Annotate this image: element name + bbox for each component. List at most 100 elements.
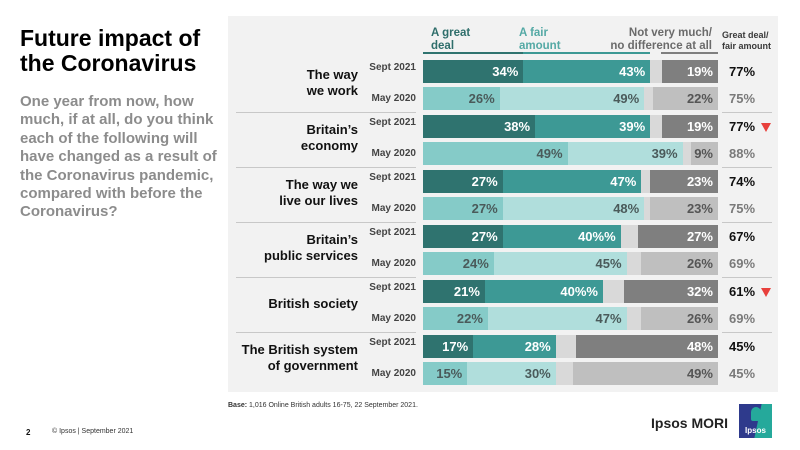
legend-not-line2: no difference at all [610,40,712,52]
data-label: 40%% [578,229,616,244]
data-label: 15% [436,366,463,381]
period-label: May 2020 [371,148,416,159]
bar-not-very-much [650,170,718,193]
category-label-line: we work [306,83,358,98]
data-label: 27% [471,229,498,244]
category-label-line: The way we [285,177,358,192]
category-label-line: The way [306,67,358,82]
data-label: 48% [686,339,713,354]
data-label: 23% [686,201,713,216]
bar-not-very-much [576,335,718,358]
bar-dont-know [555,335,577,358]
bar-great-deal [423,335,474,358]
page-number: 2 [26,428,31,437]
legend-not-line1: Not very much/ [628,27,712,39]
survey-question: One year from now, how much, if at all, … [20,93,217,221]
category-label-line: live our lives [279,193,358,208]
bar-fair-amount [487,307,627,330]
bar-not-very-much [638,225,718,248]
legend-underline-not [661,52,718,54]
legend-great-line2: deal [431,40,455,52]
bar-dont-know [555,362,574,385]
category-label-line: The British system [241,342,358,357]
bar-great-deal [423,362,468,385]
group-separator [236,112,416,113]
group-separator [236,332,416,333]
legend-total-line1: Great deal/ [722,30,769,40]
data-label: 28% [524,339,551,354]
bar-fair-amount [467,362,556,385]
data-label: 22% [686,91,713,106]
bar-dont-know [650,60,662,83]
period-label: Sept 2021 [369,117,416,128]
data-label: 47% [610,174,637,189]
category-label: Britain’s economy [240,122,358,154]
category-label: The way we work [240,67,358,99]
bar-dont-know [626,307,642,330]
total-value: 75% [729,201,756,216]
legend-total-line2: fair amount [722,41,772,51]
total-value: 67% [729,229,756,244]
down-triangle-icon [761,123,771,132]
data-label: 17% [442,339,469,354]
bar-dont-know [682,142,692,165]
period-label: Sept 2021 [369,282,416,293]
bar-great-deal [423,87,500,110]
legend-not-very-much: Not very much/ no difference at all [600,27,712,53]
bar-fair-amount [535,115,651,138]
total-value: 77% [729,64,756,79]
total-separator [722,112,772,113]
data-label: 40%% [560,284,598,299]
data-label: 26% [686,311,713,326]
period-label: May 2020 [371,93,416,104]
bar-dont-know [602,280,624,303]
data-label: 21% [453,284,480,299]
data-label: 22% [456,311,483,326]
total-separator [722,277,772,278]
category-label-line: public services [264,248,358,263]
total-separator [722,167,772,168]
bar-not-very-much [650,197,718,220]
bar-fair-amount [499,87,645,110]
total-value: 69% [729,311,756,326]
legend-fair-amount: A fair amount [519,27,561,53]
total-value: 69% [729,256,756,271]
data-label: 49% [613,91,640,106]
bar-fair-amount [484,280,603,303]
bar-fair-amount [502,225,621,248]
bar-fair-amount [502,170,642,193]
data-label: 32% [686,284,713,299]
bar-dont-know [620,225,639,248]
bar-not-very-much [623,280,718,303]
data-label: 39% [651,146,678,161]
bar-fair-amount [493,252,627,275]
base-label: Base: [228,402,248,409]
total-value: 45% [729,366,756,381]
legend-fair-line1: A fair [519,27,548,39]
bar-not-very-much [641,252,718,275]
bar-great-deal [423,252,494,275]
data-label: 9% [694,146,713,161]
bar-dont-know [626,252,642,275]
data-label: 26% [468,91,495,106]
bar-great-deal [423,60,524,83]
data-label: 45% [595,256,622,271]
data-label: 34% [492,64,519,79]
category-label-line: Britain’s [306,232,358,247]
period-label: Sept 2021 [369,172,416,183]
page-title: Future impact of the Coronavirus [20,25,201,76]
brand-name: Ipsos MORI [651,415,729,431]
category-label-line: Britain’s [306,122,358,137]
data-label: 23% [686,174,713,189]
bar-dont-know [641,170,651,193]
legend-great-deal: A great deal [431,27,470,53]
bar-not-very-much [661,115,718,138]
legend-underline-fair [523,52,650,54]
bar-great-deal [423,115,536,138]
category-label: Britain’s public services [240,232,358,264]
total-separator [722,332,772,333]
legend-total: Great deal/ fair amount [722,30,771,52]
total-value: 61% [729,284,756,299]
down-triangle-icon [761,288,771,297]
total-value: 45% [729,339,756,354]
